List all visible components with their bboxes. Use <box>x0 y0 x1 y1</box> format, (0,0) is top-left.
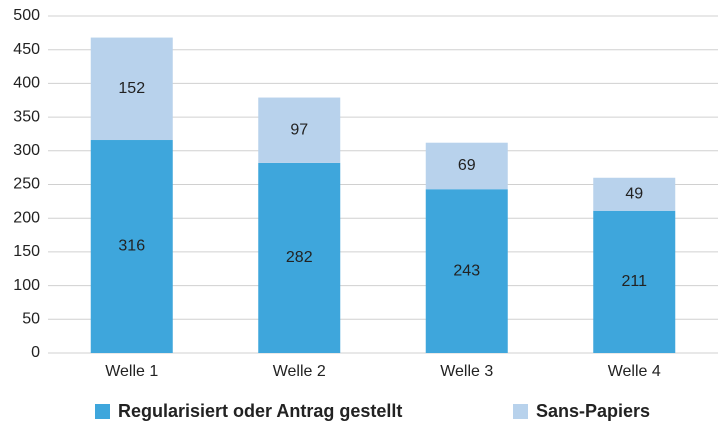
bar-segment <box>258 97 341 163</box>
y-tick-label: 200 <box>13 209 40 226</box>
y-tick-label: 400 <box>13 75 40 92</box>
data-label: 49 <box>625 185 643 202</box>
y-tick-label: 100 <box>13 277 40 294</box>
data-label: 69 <box>458 157 476 174</box>
legend-swatch <box>95 404 110 419</box>
y-tick-label: 250 <box>13 176 40 193</box>
data-label: 152 <box>118 80 145 97</box>
bar-segment <box>593 210 676 353</box>
bar-segment <box>425 142 508 190</box>
data-label: 243 <box>453 262 480 279</box>
bar-segment <box>90 37 173 141</box>
y-tick-label: 50 <box>22 311 40 328</box>
bar-segment <box>90 140 173 353</box>
data-label: 211 <box>621 273 647 290</box>
y-tick-label: 350 <box>13 108 40 125</box>
legend-text: Regularisiert oder Antrag gestellt <box>118 401 402 421</box>
legend-text: Sans-Papiers <box>536 401 650 421</box>
x-tick-label: Welle 3 <box>440 363 493 380</box>
y-tick-label: 0 <box>31 344 40 361</box>
legend-swatch <box>513 404 528 419</box>
x-tick-label: Welle 2 <box>273 363 326 380</box>
y-tick-label: 500 <box>13 7 40 24</box>
y-tick-label: 300 <box>13 142 40 159</box>
y-tick-label: 450 <box>13 41 40 58</box>
bar-segment <box>425 189 508 353</box>
data-label: 97 <box>290 121 308 138</box>
data-label: 282 <box>286 249 313 266</box>
bar-segment <box>258 162 341 353</box>
x-tick-label: Welle 1 <box>105 363 158 380</box>
data-label: 316 <box>118 238 145 255</box>
y-tick-label: 150 <box>13 243 40 260</box>
x-tick-label: Welle 4 <box>608 363 661 380</box>
bar-segment <box>593 177 676 211</box>
